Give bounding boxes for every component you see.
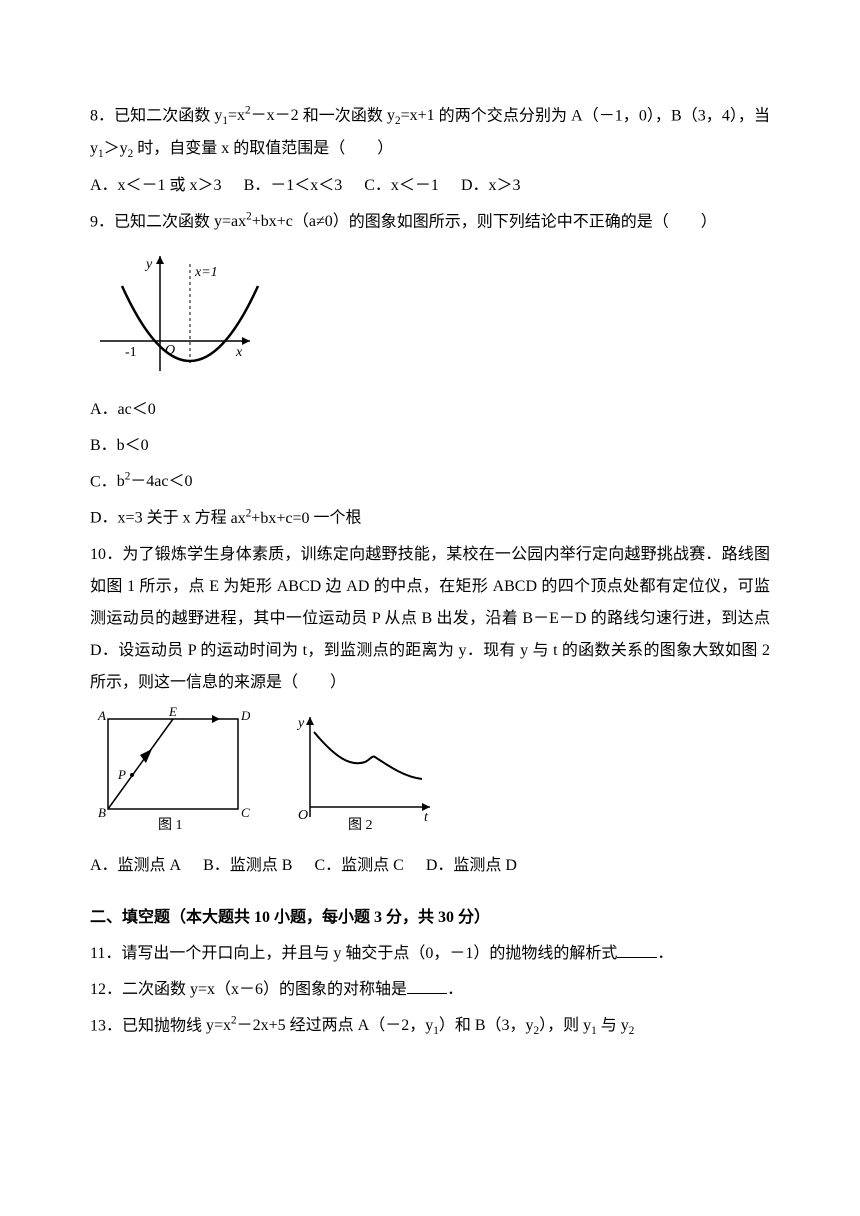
q11-blank: [617, 942, 657, 958]
q9-figure: x=1 -1 y x O: [90, 246, 770, 388]
q10-option-d: D．监测点 D: [426, 850, 517, 882]
question-11: 11．请写出一个开口向上，并且与 y 轴交于点（0，－1）的抛物线的解析式 ．: [90, 938, 770, 970]
fig1-caption: 图 1: [158, 818, 183, 832]
parabola-graph-icon: x=1 -1 y x O: [90, 246, 260, 376]
q8-option-d: D．x＞3: [461, 170, 521, 202]
section-2-header: 二、填空题（本大题共 10 小题，每小题 3 分，共 30 分）: [90, 902, 770, 934]
q8-mid1: 和一次函数: [299, 107, 387, 124]
y-axis-label: y: [144, 257, 153, 272]
q9-option-c: C．b2－4ac＜0: [90, 466, 770, 498]
q9-option-a: A．ac＜0: [90, 394, 770, 426]
q8-mid2: 的两个交点分别为 A（－1，0），B（3，4），当: [435, 107, 770, 124]
q8-option-c: C．x＜－1: [364, 170, 439, 202]
q10-option-a: A．监测点 A: [90, 850, 181, 882]
q8-tail: 时，自变量 x 的取值范围是（ ）: [133, 140, 393, 157]
q9-d-post: 一个根: [309, 510, 361, 527]
q8-prefix: 8．已知二次函数: [90, 107, 214, 124]
x-axis-label: x: [235, 345, 243, 360]
fig2-x: t: [424, 810, 429, 825]
question-12: 12．二次函数 y=x（x－6）的图象的对称轴是 ．: [90, 974, 770, 1006]
q11-text: 11．请写出一个开口向上，并且与 y 轴交于点（0，－1）的抛物线的解析式: [90, 945, 617, 962]
rectangle-path-icon: A E D P B C 图 1: [90, 707, 250, 832]
q9-option-d: D．x=3 关于 x 方程 ax2+bx+c=0 一个根: [90, 502, 770, 534]
q13-pre: 13．已知抛物线: [90, 1017, 206, 1034]
label-d: D: [240, 708, 250, 723]
q10-options: A．监测点 A B．监测点 B C．监测点 C D．监测点 D: [90, 850, 770, 882]
q10-option-b: B．监测点 B: [203, 850, 292, 882]
q9-d-pre: D．x=3 关于 x 方程: [90, 510, 231, 527]
q10-option-c: C．监测点 C: [314, 850, 403, 882]
q12-mid: 的图象的对称轴是: [279, 981, 407, 998]
label-p: P: [117, 767, 126, 782]
q9-d-eq: ax2+bx+c=0: [231, 510, 310, 527]
q12-eq: y=x（x－6）: [190, 981, 279, 998]
q12-pre: 12．二次函数: [90, 981, 190, 998]
axis-label: x=1: [194, 265, 218, 280]
question-10: 10．为了锻炼学生身体素质，训练定向越野技能，某校在一公园内举行定向越野挑战赛．…: [90, 539, 770, 699]
x-intercept-label: -1: [125, 345, 137, 360]
q13-eq: y=x2－2x+5: [206, 1017, 286, 1034]
question-13: 13．已知抛物线 y=x2－2x+5 经过两点 A（－2，y1）和 B（3，y2…: [90, 1010, 770, 1043]
q8-cond: y1＞y2: [90, 140, 133, 157]
q8-option-b: B．－1＜x＜3: [244, 170, 343, 202]
label-a: A: [97, 708, 106, 723]
q12-blank: [407, 978, 447, 994]
fig2-y: y: [296, 716, 305, 731]
q10-figure-1: A E D P B C 图 1: [90, 707, 250, 844]
label-b: B: [98, 805, 106, 820]
label-c: C: [241, 805, 250, 820]
q13-mid: 经过两点 A（－2，y1）和 B（3，y2），则 y1 与 y2: [286, 1017, 635, 1034]
label-e: E: [168, 707, 177, 719]
q10-figure-2: y t O 图 2: [290, 707, 440, 844]
question-9: 9．已知二次函数 y=ax2+bx+c（a≠0）的图象如图所示，则下列结论中不正…: [90, 206, 770, 238]
q9-tail: 的图象如图所示，则下列结论中不正确的是（ ）: [349, 213, 717, 230]
question-8: 8．已知二次函数 y1=x2－x－2 和一次函数 y2=x+1 的两个交点分别为…: [90, 100, 770, 166]
q9-option-b: B．b＜0: [90, 430, 770, 462]
q8-eq2: y2=x+1: [387, 107, 435, 124]
q8-options: A．x＜－1 或 x＞3 B．－1＜x＜3 C．x＜－1 D．x＞3: [90, 170, 770, 202]
q12-tail: ．: [447, 981, 463, 998]
q10-figures: A E D P B C 图 1 y t O 图 2: [90, 707, 770, 844]
q8-eq1: y1=x2－x－2: [214, 107, 298, 124]
q9-prefix: 9．已知二次函数: [90, 213, 214, 230]
fig2-caption: 图 2: [348, 818, 373, 832]
origin-label: O: [165, 343, 175, 358]
q9-eq: y=ax2+bx+c（a≠0）: [214, 213, 349, 230]
q11-tail: ．: [657, 945, 673, 962]
q8-option-a: A．x＜－1 或 x＞3: [90, 170, 222, 202]
fig2-origin: O: [298, 808, 308, 823]
curve-graph-icon: y t O 图 2: [290, 707, 440, 832]
